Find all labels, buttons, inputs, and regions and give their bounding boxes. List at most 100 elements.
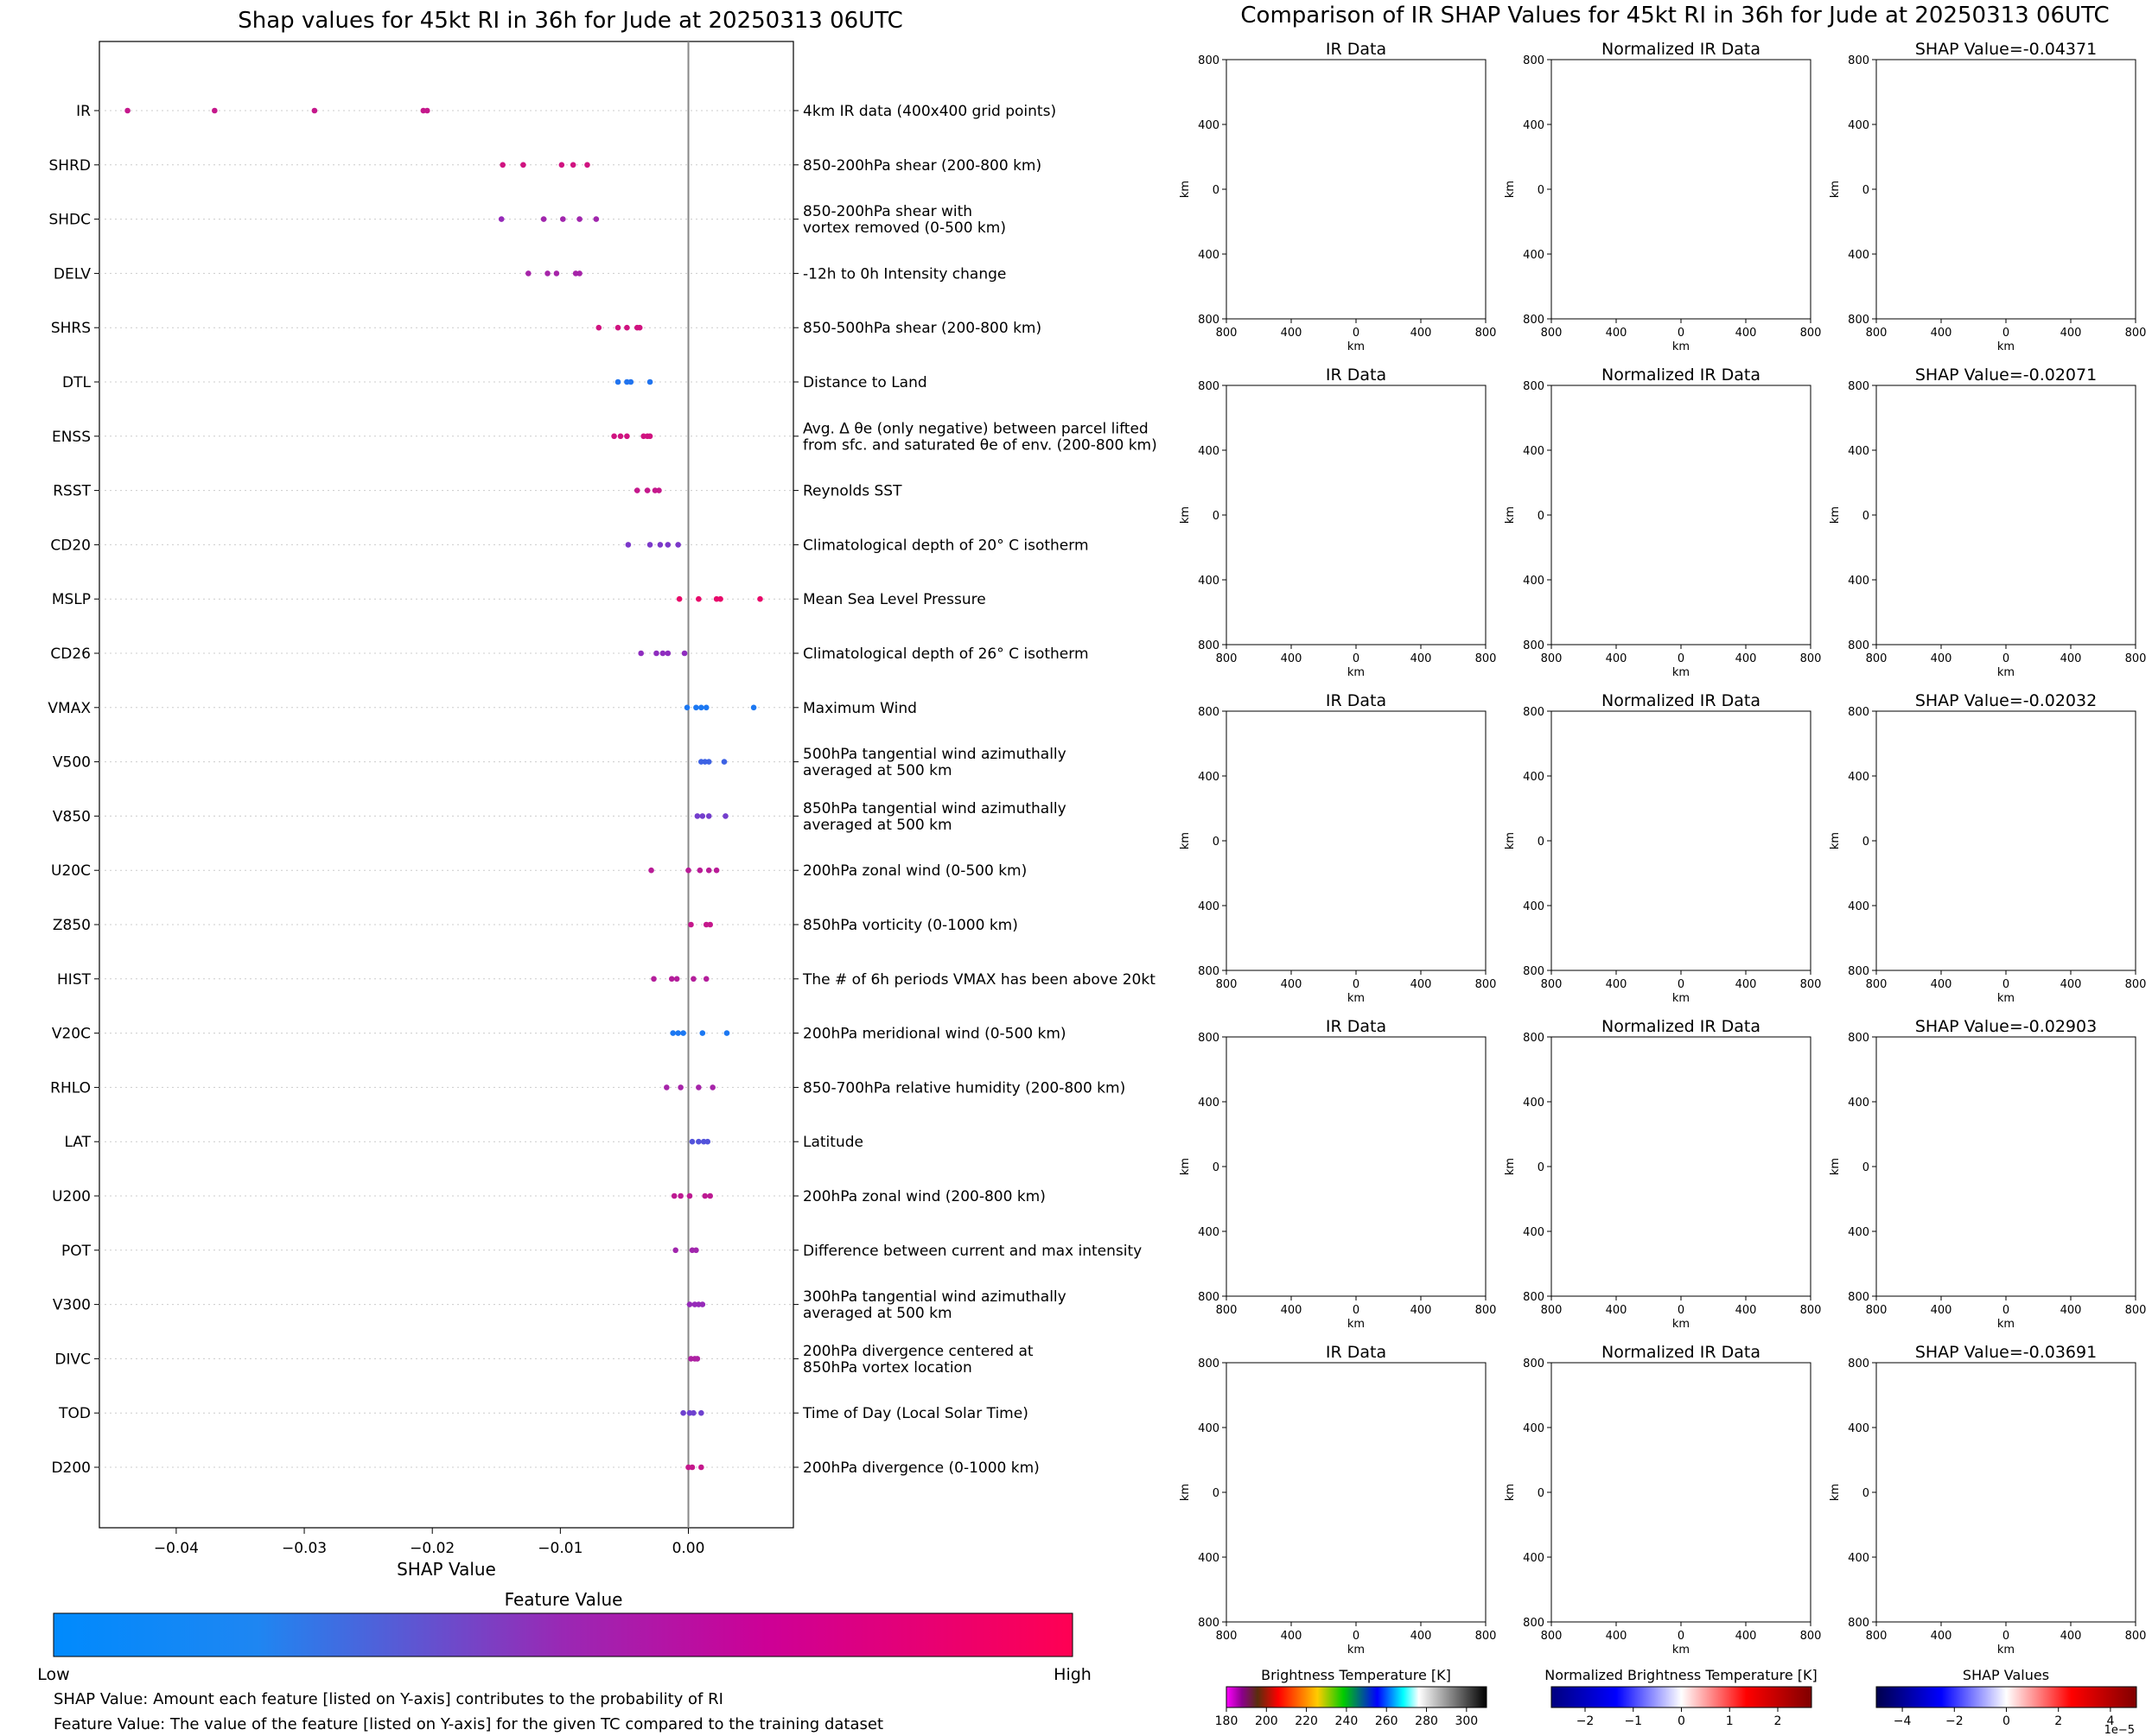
- shap-point-hist: [651, 976, 657, 982]
- feature-name-z850: Z850: [53, 917, 91, 934]
- panel-x-tick-label: 400: [1735, 1304, 1757, 1317]
- feature-description-enss: from sfc. and saturated θe of env. (200-…: [803, 436, 1157, 454]
- shap-point-lat: [689, 1138, 696, 1145]
- panel-x-tick-label: 400: [1931, 327, 1952, 340]
- panel-y-tick-label: 800: [1848, 380, 1869, 393]
- shap-point-mslp: [757, 595, 763, 602]
- panel-y-tick-label: 800: [1198, 706, 1219, 719]
- feature-name-v850: V850: [53, 808, 91, 825]
- panel-y-label: km: [1504, 181, 1517, 198]
- panel-x-tick-label: 400: [1281, 327, 1302, 340]
- panel-x-tick-label: 0: [1678, 652, 1684, 665]
- panel-x-label: km: [1347, 666, 1365, 679]
- feature-description-v20c: 200hPa meridional wind (0-500 km): [803, 1026, 1066, 1043]
- panel-y-label: km: [1179, 1484, 1192, 1501]
- shap-point-rhlo: [678, 1084, 684, 1091]
- shap-point-tod: [698, 1409, 704, 1416]
- shap-point-u200: [678, 1192, 684, 1199]
- panel-frame: [1226, 1362, 1487, 1623]
- shap-point-vmax: [693, 704, 699, 711]
- panel-y-label: km: [1504, 1484, 1517, 1501]
- shap-point-shrs: [636, 324, 643, 331]
- feature-description-dtl: Distance to Land: [803, 374, 927, 391]
- shap-values-colorbar: SHAP Values −4 −2 0 2 4 1e−5: [1875, 1667, 2137, 1736]
- panel-x-label: km: [1672, 340, 1690, 353]
- shap-point-v850: [705, 813, 712, 819]
- panel-frame: [1550, 1036, 1811, 1297]
- shap-summary-title: Shap values for 45kt RI in 36h for Jude …: [238, 8, 902, 34]
- panel-y-tick-label: 800: [1848, 639, 1869, 652]
- shap-point-delv: [544, 270, 551, 277]
- shap-point-cd20: [665, 542, 672, 548]
- shap-point-cd20: [675, 542, 681, 548]
- shap-point-rsst: [634, 487, 640, 493]
- panel-y-tick-label: 800: [1848, 706, 1869, 719]
- shap-point-mslp: [717, 595, 723, 602]
- panel-frame: [1875, 1362, 2136, 1623]
- shap-map-panel: SHAP Value=-0.03691800800400400004004008…: [1829, 1343, 2146, 1657]
- feature-description-shdc: 850-200hPa shear with: [803, 203, 972, 220]
- feature-name-dtl: DTL: [62, 374, 91, 391]
- panel-frame: [1226, 59, 1487, 320]
- panel-frame: [1226, 1036, 1487, 1297]
- shap-point-ir: [423, 107, 430, 114]
- shap-point-v500: [721, 759, 728, 765]
- shap-point-delv: [576, 270, 583, 277]
- panel-y-tick-label: 400: [1198, 1097, 1219, 1110]
- panel-y-tick-label: 800: [1198, 1358, 1219, 1370]
- panel-y-label: km: [1504, 832, 1517, 849]
- panel-y-tick-label: 800: [1198, 639, 1219, 652]
- panel-y-tick-label: 0: [1538, 836, 1544, 849]
- shap-point-u200: [671, 1192, 678, 1199]
- shap-value-footnote: SHAP Value: Amount each feature [listed …: [54, 1690, 723, 1708]
- shap-point-enss: [617, 433, 624, 440]
- shap-point-hist: [703, 976, 710, 982]
- panel-x-tick-label: 800: [1541, 1630, 1563, 1643]
- shap-point-shdc: [498, 216, 505, 222]
- shap-point-v20c: [680, 1030, 686, 1036]
- panel-y-label: km: [1179, 506, 1192, 524]
- feature-name-v500: V500: [53, 754, 91, 772]
- feature-description-shrd: 850-200hPa shear (200-800 km): [803, 157, 1041, 175]
- feature-name-rsst: RSST: [53, 483, 91, 500]
- panel-x-tick-label: 0: [1353, 1304, 1359, 1317]
- panel-y-tick-label: 0: [1538, 510, 1544, 523]
- shap-point-tod: [691, 1409, 697, 1416]
- panel-image: [1551, 372, 1811, 645]
- panel-x-tick-label: 400: [1931, 978, 1952, 991]
- panel-y-tick-label: 800: [1198, 1617, 1219, 1630]
- panel-x-tick-label: 0: [1353, 327, 1359, 340]
- shap-point-u20c: [713, 867, 720, 874]
- panel-y-label: km: [1179, 181, 1192, 198]
- shap-values-colorbar-scale: 1e−5: [2104, 1724, 2135, 1736]
- shap-point-lat: [696, 1138, 702, 1145]
- shap-point-ir: [311, 107, 318, 114]
- panel-x-tick-label: 0: [1678, 1630, 1684, 1643]
- shap-point-d200: [689, 1464, 696, 1471]
- panel-x-tick-label: 0: [1678, 327, 1684, 340]
- shap-point-rhlo: [664, 1084, 670, 1091]
- feature-description-v500: 500hPa tangential wind azimuthally: [803, 746, 1066, 763]
- shap-point-cd20: [646, 542, 653, 548]
- panel-x-tick-label: 400: [1735, 327, 1757, 340]
- panel-y-tick-label: 400: [1198, 575, 1219, 588]
- shap-point-rhlo: [710, 1084, 716, 1091]
- panel-y-tick-label: 0: [1862, 184, 1869, 197]
- shap-point-enss: [624, 433, 630, 440]
- colorbar-tick-label: 2: [2054, 1714, 2062, 1728]
- panel-image: [1876, 60, 2136, 319]
- panel-x-tick-label: 0: [2002, 1304, 2009, 1317]
- shap-point-vmax: [684, 704, 691, 711]
- colorbar-tick-label: 240: [1335, 1714, 1359, 1728]
- panel-title: Normalized IR Data: [1601, 366, 1760, 385]
- shap-point-shrd: [500, 162, 506, 169]
- panel-y-label: km: [1829, 1158, 1842, 1175]
- feature-name-lat: LAT: [64, 1134, 91, 1151]
- panel-y-tick-label: 400: [1198, 900, 1219, 913]
- panel-x-tick-label: 0: [2002, 652, 2009, 665]
- panel-title: IR Data: [1326, 1017, 1386, 1036]
- panel-y-tick-label: 800: [1523, 965, 1544, 978]
- panel-y-tick-label: 0: [1862, 836, 1869, 849]
- panel-y-tick-label: 0: [1538, 184, 1544, 197]
- normalized-ir-panel: Normalized IR Data8008004004000040040080…: [1504, 366, 1821, 679]
